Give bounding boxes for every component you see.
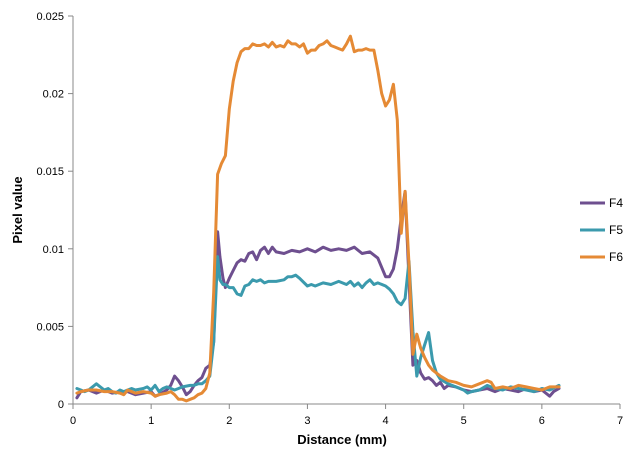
legend: F4 F5 F6 xyxy=(580,196,623,264)
series-group xyxy=(75,34,561,403)
legend-label-f4: F4 xyxy=(609,196,623,210)
x-tick-label: 7 xyxy=(617,415,623,427)
x-tick-label: 1 xyxy=(148,415,154,427)
y-tick-label: 0.01 xyxy=(43,244,64,256)
y-axis-title: Pixel value xyxy=(10,176,25,243)
y-tick-label: 0.005 xyxy=(36,321,64,333)
x-tick-label: 4 xyxy=(383,415,389,427)
axes xyxy=(72,16,620,405)
y-tick-label: 0.015 xyxy=(36,166,64,178)
legend-label-f5: F5 xyxy=(609,223,623,237)
x-axis-title: Distance (mm) xyxy=(297,432,387,447)
x-tick-label: 3 xyxy=(304,415,310,427)
legend-label-f6: F6 xyxy=(609,250,623,264)
y-tick-label: 0 xyxy=(58,399,64,411)
x-tick-label: 6 xyxy=(539,415,545,427)
x-tick-label: 0 xyxy=(70,415,76,427)
y-tick-label: 0.025 xyxy=(36,11,64,23)
x-tick-label: 5 xyxy=(461,415,467,427)
x-axis-ticks: 0 1 2 3 4 5 6 7 xyxy=(70,404,623,427)
y-tick-label: 0.02 xyxy=(43,89,64,101)
x-tick-label: 2 xyxy=(226,415,232,427)
series-line-f6 xyxy=(75,34,561,403)
y-axis-ticks: 0 0.005 0.01 0.015 0.02 0.025 xyxy=(36,11,73,411)
